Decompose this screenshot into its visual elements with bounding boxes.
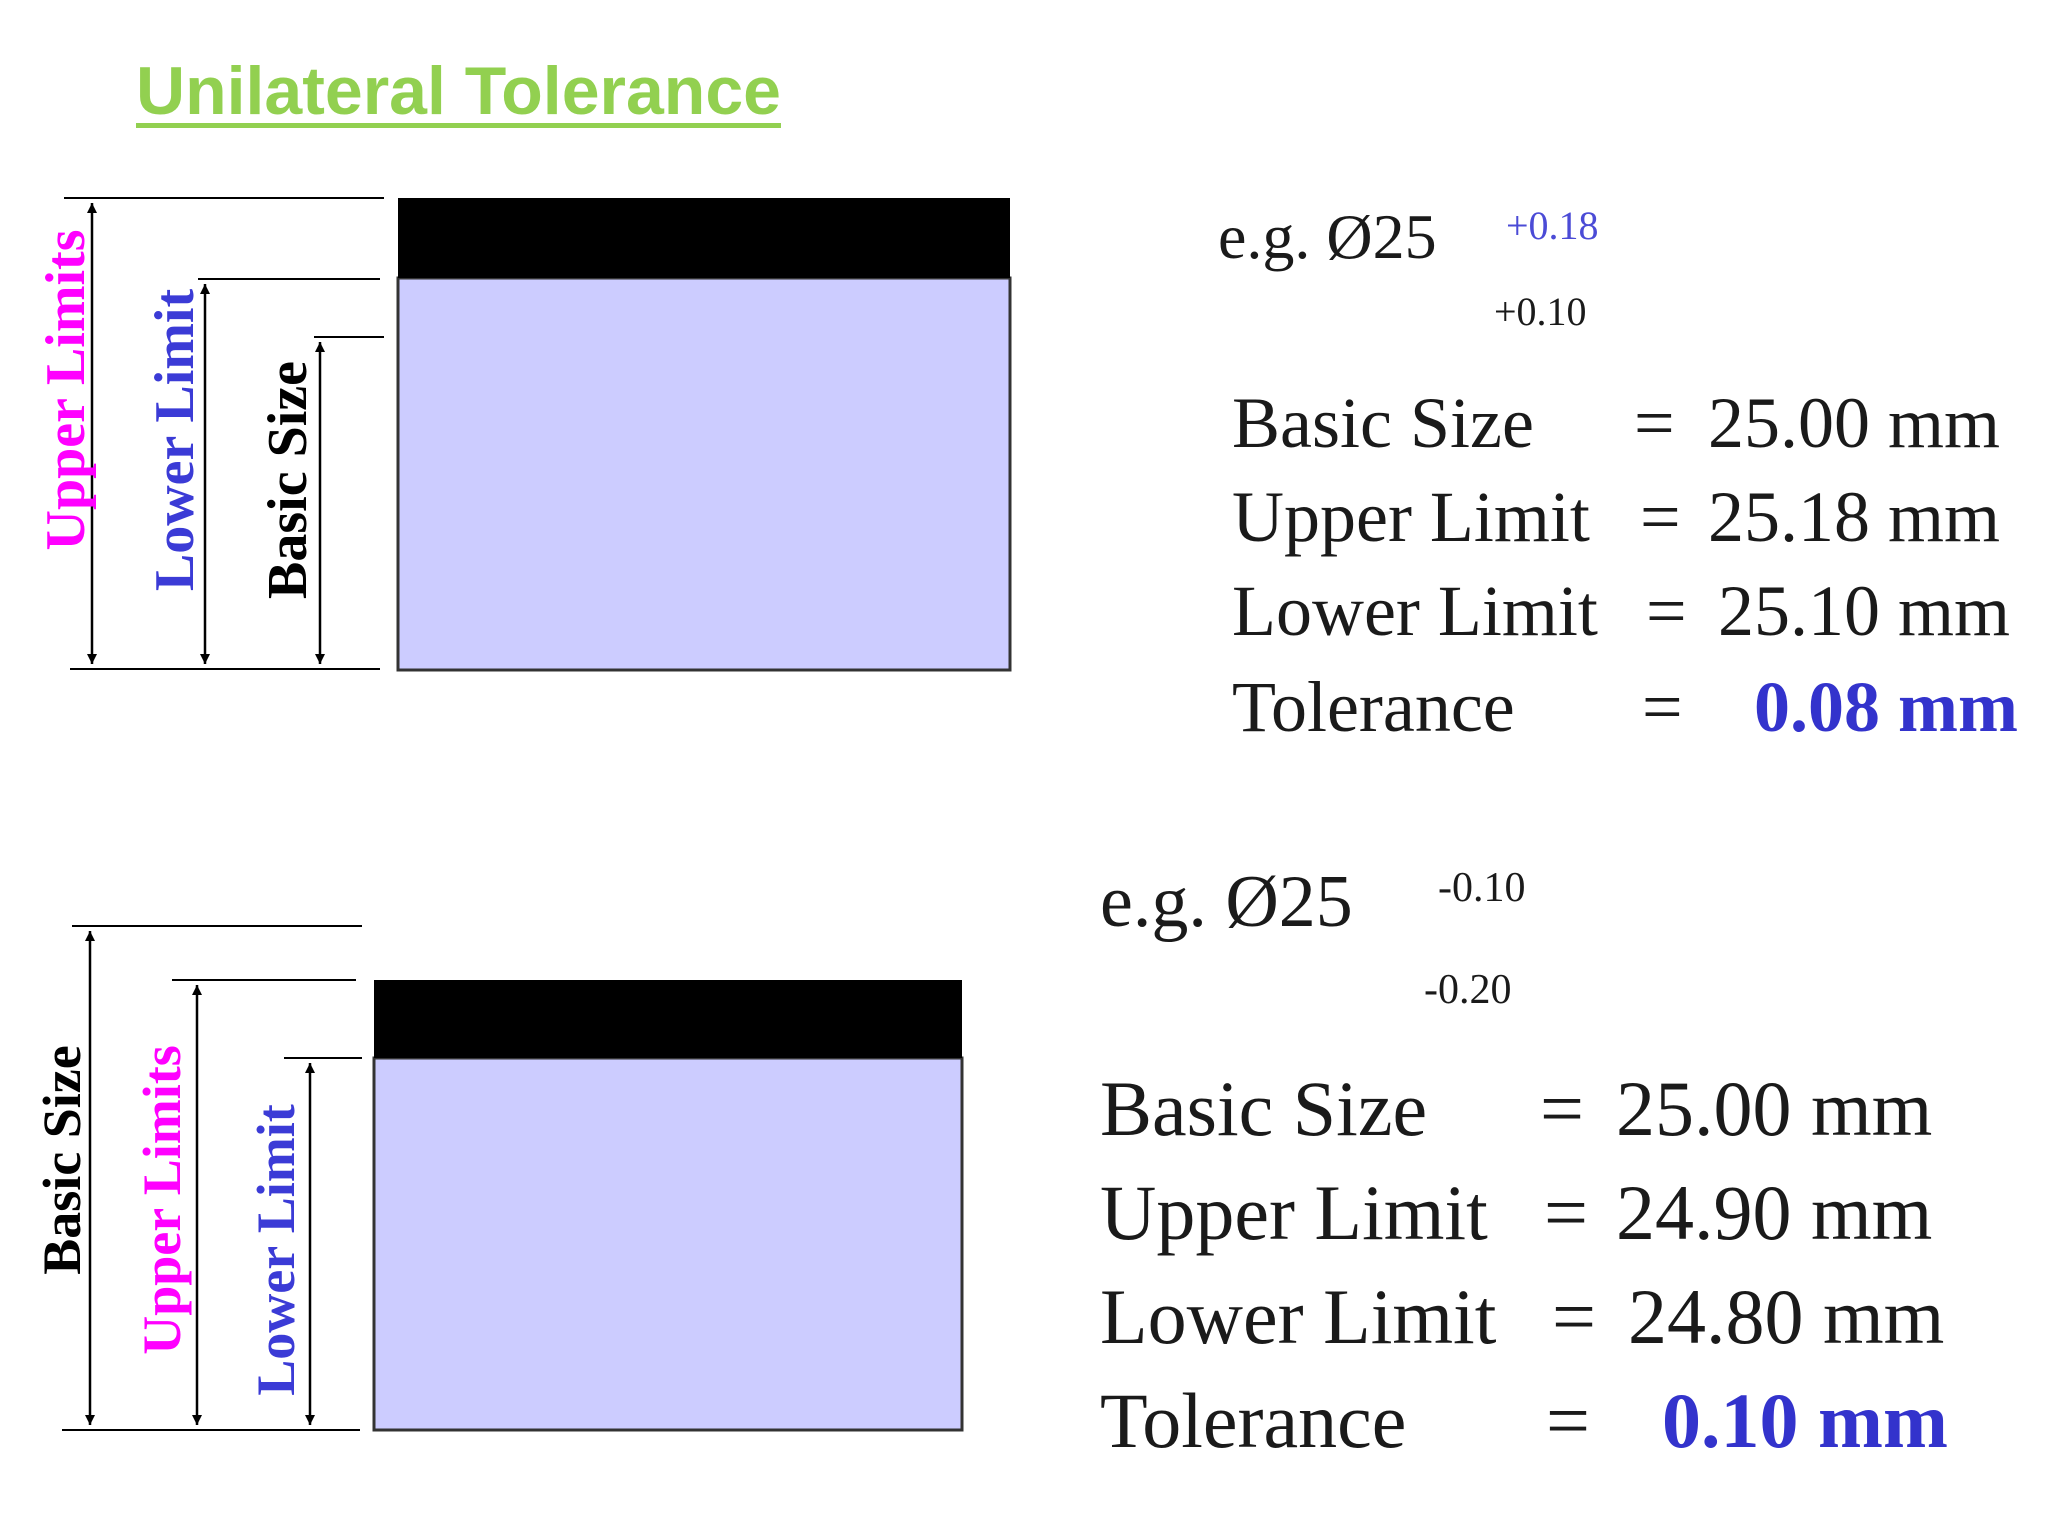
example-1-calculations: Basic Size = 25.00 mm Upper Limit = 25.1… (1232, 382, 2042, 762)
label-upper-limits: Upper Limits (35, 230, 97, 551)
calc-value: 25.00 mm (1616, 1065, 1933, 1152)
shaft-body (372, 1056, 964, 1432)
calc-label: Basic Size (1100, 1065, 1428, 1152)
calc-equals: = (1544, 1169, 1588, 1256)
calc-label: Upper Limit (1232, 477, 1590, 557)
eg-dimension: e.g. Ø25 (1100, 861, 1353, 943)
calc-label: Lower Limit (1232, 571, 1598, 651)
upper-deviation: -0.10 (1438, 865, 1526, 911)
calc-label: Tolerance (1232, 667, 1515, 747)
label-upper-limits: Upper Limits (132, 1045, 192, 1355)
label-lower-limit: Lower Limit (246, 1104, 306, 1395)
lower-deviation: +0.10 (1494, 289, 1587, 334)
eg-dimension: e.g. Ø25 (1218, 201, 1437, 272)
calc-label: Basic Size (1232, 383, 1534, 463)
calc-label: Tolerance (1100, 1377, 1407, 1464)
calc-equals: = (1552, 1273, 1596, 1360)
calc-value: 24.80 mm (1628, 1273, 1945, 1360)
calc-value: 25.18 mm (1708, 477, 2001, 557)
calc-equals: = (1642, 667, 1683, 747)
tolerance-value: 0.08 mm (1754, 667, 2018, 747)
example-2-spec: e.g. Ø25 -0.10 -0.20 (1100, 860, 1800, 1030)
tolerance-zone-band (398, 198, 1010, 278)
label-basic-size: Basic Size (32, 1045, 92, 1274)
calc-label: Upper Limit (1100, 1169, 1488, 1256)
calc-equals: = (1646, 571, 1687, 651)
lower-deviation: -0.20 (1424, 967, 1512, 1013)
calc-label: Lower Limit (1100, 1273, 1497, 1360)
calc-equals: = (1546, 1377, 1590, 1464)
tolerance-zone-band (374, 980, 962, 1058)
calc-equals: = (1640, 477, 1681, 557)
tolerance-value: 0.10 mm (1662, 1377, 1948, 1464)
calc-value: 25.10 mm (1718, 571, 2011, 651)
example-2-calculations: Basic Size = 25.00 mm Upper Limit = 24.9… (1100, 1064, 2000, 1484)
calc-value: 25.00 mm (1708, 383, 2001, 463)
label-basic-size: Basic Size (257, 361, 319, 599)
label-lower-limit: Lower Limit (144, 289, 206, 592)
example-1-spec: e.g. Ø25 +0.18 +0.10 (1218, 200, 1918, 360)
slide-title: Unilateral Tolerance (136, 53, 781, 129)
calc-equals: = (1540, 1065, 1584, 1152)
calc-equals: = (1634, 383, 1675, 463)
calc-value: 24.90 mm (1616, 1169, 1933, 1256)
upper-deviation: +0.18 (1506, 203, 1599, 248)
